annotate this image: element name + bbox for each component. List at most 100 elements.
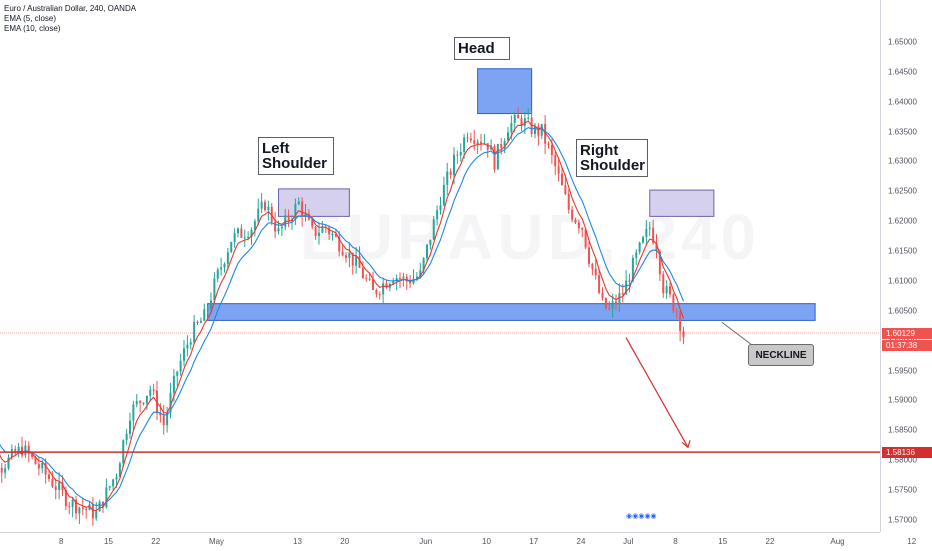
candle-body xyxy=(486,143,489,150)
candle-body xyxy=(44,463,47,475)
candle-body xyxy=(152,389,155,391)
candle-body xyxy=(517,115,520,119)
candle-body xyxy=(358,256,361,268)
candle-body xyxy=(567,193,570,210)
candle-body xyxy=(419,270,422,277)
candle-body xyxy=(287,215,290,221)
candle-body xyxy=(523,118,526,126)
candle-body xyxy=(199,320,202,323)
time-axis[interactable]: 81522May1320Jun101724Jul81522Aug1219 xyxy=(0,532,916,551)
candle-body xyxy=(372,279,374,290)
candle-body xyxy=(645,228,648,238)
candle-body xyxy=(534,126,536,134)
price-tick: 1.61500 xyxy=(888,246,917,256)
candle-body xyxy=(341,251,344,256)
candle-body xyxy=(642,237,644,243)
candle-body xyxy=(135,400,138,405)
candle-body xyxy=(189,342,192,345)
candle-body xyxy=(544,123,547,144)
candle-body xyxy=(466,137,469,139)
candle-body xyxy=(264,201,266,211)
candle-body xyxy=(34,456,37,465)
candle-body xyxy=(669,286,671,295)
price-tick: 1.61000 xyxy=(888,276,917,286)
time-tick: 13 xyxy=(293,537,302,546)
symbol-title[interactable]: Euro / Australian Dollar, 240, OANDA xyxy=(4,4,137,13)
candle-body xyxy=(311,219,314,227)
current-price-badge: 1.60129 xyxy=(882,328,932,339)
time-tick: 20 xyxy=(340,537,350,546)
chart-area[interactable]: EURAUD, 240 Euro / Australian Dollar, 24… xyxy=(0,0,880,532)
candle-body xyxy=(665,286,668,294)
price-axis[interactable]: 1.65000 1.64500 1.64000 1.63500 1.63000 1.625… xyxy=(880,0,932,532)
candle-body xyxy=(183,348,185,361)
candle-body xyxy=(301,201,304,217)
candle-body xyxy=(675,311,678,313)
candle-body xyxy=(652,227,655,243)
candle-body xyxy=(75,499,77,514)
candle-body xyxy=(453,154,455,175)
candle-body xyxy=(112,479,115,487)
candle-body xyxy=(95,511,98,519)
candle-body xyxy=(591,263,594,269)
time-tick: Aug xyxy=(830,537,845,546)
price-tick: 1.59000 xyxy=(888,395,917,405)
candle-body xyxy=(412,278,415,284)
candle-body xyxy=(4,468,7,473)
candle-body xyxy=(54,486,57,491)
time-tick: Jul xyxy=(623,537,634,546)
price-plot[interactable] xyxy=(0,0,880,532)
candle-body xyxy=(91,504,94,519)
zone-right-shoulder xyxy=(649,189,715,217)
candle-body xyxy=(132,404,135,421)
ema5-legend[interactable]: EMA (5, close) xyxy=(4,14,57,23)
candle-body xyxy=(463,137,466,152)
candle-body xyxy=(186,344,189,349)
candle-body xyxy=(385,283,388,288)
time-tick: May xyxy=(208,537,225,546)
candle-body xyxy=(375,289,378,295)
price-tick: 1.64000 xyxy=(888,97,917,107)
candle-body xyxy=(625,280,628,295)
candle-body xyxy=(378,294,381,296)
candle-body xyxy=(557,166,560,174)
candle-body xyxy=(27,445,30,455)
candle-body xyxy=(294,204,297,220)
right-shoulder-label[interactable]: Right Shoulder xyxy=(576,139,648,177)
candle-body xyxy=(108,486,111,488)
candle-body xyxy=(426,244,428,259)
candle-body xyxy=(105,487,108,508)
candle-body xyxy=(176,371,179,376)
candle-body xyxy=(7,457,10,469)
candle-body xyxy=(51,479,54,487)
candle-body xyxy=(257,208,260,222)
candle-body xyxy=(88,504,91,511)
candle-body xyxy=(631,257,634,282)
left-shoulder-label[interactable]: Left Shoulder xyxy=(258,137,334,175)
candle-body xyxy=(621,293,624,295)
candle-body xyxy=(213,278,216,301)
candle-body xyxy=(469,138,472,141)
candle-body xyxy=(392,281,395,284)
events-icon[interactable]: ◉◉◉◉◉ xyxy=(626,513,657,520)
ema10-legend[interactable]: EMA (10, close) xyxy=(4,24,61,33)
candle-body xyxy=(247,237,250,239)
candle-body xyxy=(196,322,199,324)
candle-body xyxy=(561,173,563,186)
candle-body xyxy=(64,490,67,507)
candle-body xyxy=(321,226,324,233)
candle-body xyxy=(513,115,516,123)
candle-body xyxy=(314,226,317,236)
candle-body xyxy=(159,412,162,416)
candle-body xyxy=(493,146,496,170)
candle-body xyxy=(520,118,523,126)
head-label[interactable]: Head xyxy=(454,37,510,60)
candle-body xyxy=(432,219,435,240)
candle-body xyxy=(166,412,169,426)
price-tick: 1.58500 xyxy=(888,425,917,435)
neckline-label[interactable]: NECKLINE xyxy=(748,344,814,366)
candle-body xyxy=(331,233,334,235)
candle-body xyxy=(395,277,398,282)
zone-left-shoulder xyxy=(278,188,350,217)
candle-body xyxy=(608,308,611,310)
